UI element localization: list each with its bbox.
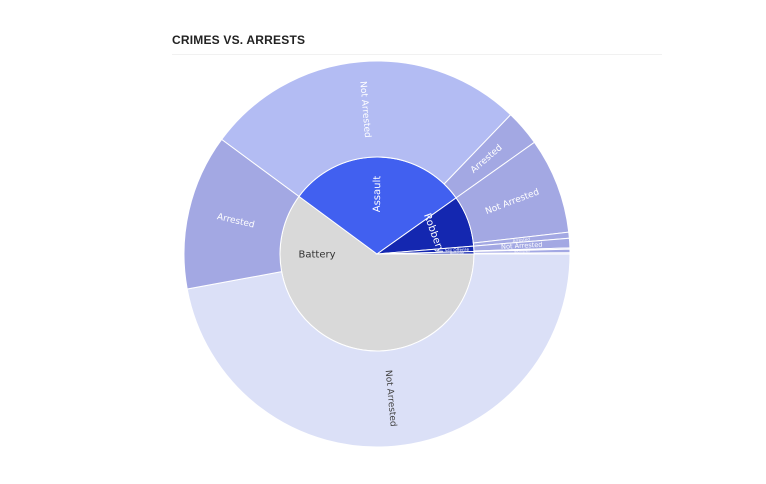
sunburst-slice-assault-not-arrested[interactable] <box>221 60 512 198</box>
sunburst-slice-robbery-arrested-label: Arrested <box>512 236 530 243</box>
sunburst-slice-homicide-arrested-label: Arrested <box>517 252 527 255</box>
sunburst-slice-homicide-arrested[interactable] <box>473 252 571 255</box>
sunburst-slice-battery-label: Battery <box>298 250 335 261</box>
sunburst-slice-assault-not-arrested-label: Not Arrested <box>357 81 372 138</box>
sunburst-slice-homicide-not-arrested-label: Not Arrested <box>514 249 530 253</box>
sunburst-slice-sex-offense-not-arrested-label: Not Arrested <box>501 241 543 251</box>
sunburst-slice-homicide-label: Homicide <box>450 251 464 255</box>
chart-title: CRIMES VS. ARRESTS <box>172 33 306 47</box>
title-divider <box>172 54 662 55</box>
sunburst-slice-battery-not-arrested[interactable] <box>186 253 571 448</box>
sunburst-slice-sex-offense-label: Sex Offense <box>445 247 470 253</box>
sunburst-arcs <box>183 60 571 448</box>
sunburst-slice-sex-offense-arrested-label: Arrested <box>517 248 527 251</box>
sunburst-slice-assault-label: Assault <box>372 176 383 213</box>
